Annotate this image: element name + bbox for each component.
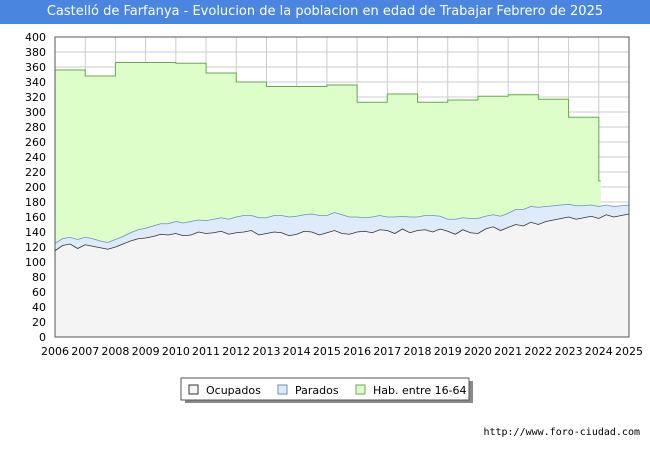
y-tick-label: 160 xyxy=(25,211,46,224)
line-ocupados xyxy=(54,213,630,252)
line-hab xyxy=(55,62,601,182)
legend-swatch-parados xyxy=(277,384,288,395)
y-tick-label: 200 xyxy=(25,181,46,194)
y-axis-ticks: 0 20 40 60 80 100 120 140 160 180 200 220 240 260 280 3… xyxy=(25,31,46,344)
y-tick-label: 380 xyxy=(25,46,46,59)
legend: Ocupados Parados Hab. entre 16-64 xyxy=(180,377,473,403)
x-tick-label: 2020 xyxy=(464,345,492,358)
x-tick-label: 2014 xyxy=(283,345,311,358)
y-tick-label: 220 xyxy=(25,166,46,179)
x-tick-label: 2008 xyxy=(101,345,129,358)
x-tick-label: 2021 xyxy=(494,345,522,358)
plot-frame xyxy=(54,36,630,338)
x-tick-label: 2019 xyxy=(434,345,462,358)
y-tick-label: 320 xyxy=(25,91,46,104)
y-tick-label: 20 xyxy=(32,316,46,329)
y-tick-label: 400 xyxy=(25,31,46,44)
y-tick-label: 340 xyxy=(25,76,46,89)
y-tick-label: 260 xyxy=(25,136,46,149)
x-tick-label: 2017 xyxy=(373,345,401,358)
line-parados xyxy=(54,203,630,244)
y-tick-label: 140 xyxy=(25,226,46,239)
chart-title: Castelló de Farfanya - Evolucion de la p… xyxy=(46,4,604,19)
y-tick-label: 240 xyxy=(25,151,46,164)
x-tick-label: 2010 xyxy=(162,345,190,358)
area-ocupados xyxy=(55,214,629,337)
y-tick-label: 40 xyxy=(32,301,46,314)
y-tick-label: 180 xyxy=(25,196,46,209)
legend-label-hab: Hab. entre 16-64 xyxy=(373,384,467,397)
y-tick-label: 80 xyxy=(32,271,46,284)
x-tick-label: 2022 xyxy=(524,345,552,358)
x-tick-label: 2018 xyxy=(404,345,432,358)
y-tick-label: 120 xyxy=(25,241,46,254)
x-tick-label: 2016 xyxy=(343,345,371,358)
legend-box xyxy=(180,377,470,401)
legend-swatch-hab xyxy=(355,384,366,395)
x-tick-label: 2013 xyxy=(252,345,280,358)
x-tick-label: 2012 xyxy=(222,345,250,358)
series-areas xyxy=(55,62,629,337)
y-tick-label: 0 xyxy=(39,331,46,344)
y-tick-label: 60 xyxy=(32,286,46,299)
x-tick-label: 2025 xyxy=(615,345,643,358)
source-url: http://www.foro-ciudad.com xyxy=(483,427,640,438)
chart-title-bar: Castelló de Farfanya - Evolucion de la p… xyxy=(0,0,650,24)
legend-swatch-ocupados xyxy=(188,384,199,395)
series-lines xyxy=(54,62,630,252)
y-tick-label: 280 xyxy=(25,121,46,134)
x-tick-label: 2009 xyxy=(132,345,160,358)
x-tick-label: 2007 xyxy=(71,345,99,358)
x-tick-label: 2011 xyxy=(192,345,220,358)
y-tick-label: 100 xyxy=(25,256,46,269)
x-tick-label: 2006 xyxy=(41,345,69,358)
x-tick-label: 2015 xyxy=(313,345,341,358)
x-tick-label: 2023 xyxy=(555,345,583,358)
y-tick-label: 360 xyxy=(25,61,46,74)
x-tick-label: 2024 xyxy=(585,345,613,358)
x-axis-ticks: 2006 2007 2008 2009 2010 2011 2012 2013 2014 2015… xyxy=(41,345,643,358)
legend-label-parados: Parados xyxy=(295,384,339,397)
y-tick-label: 300 xyxy=(25,106,46,119)
legend-label-ocupados: Ocupados xyxy=(206,384,261,397)
population-chart: 0 20 40 60 80 100 120 140 160 180 200 220 240 260 280 3… xyxy=(25,31,643,403)
